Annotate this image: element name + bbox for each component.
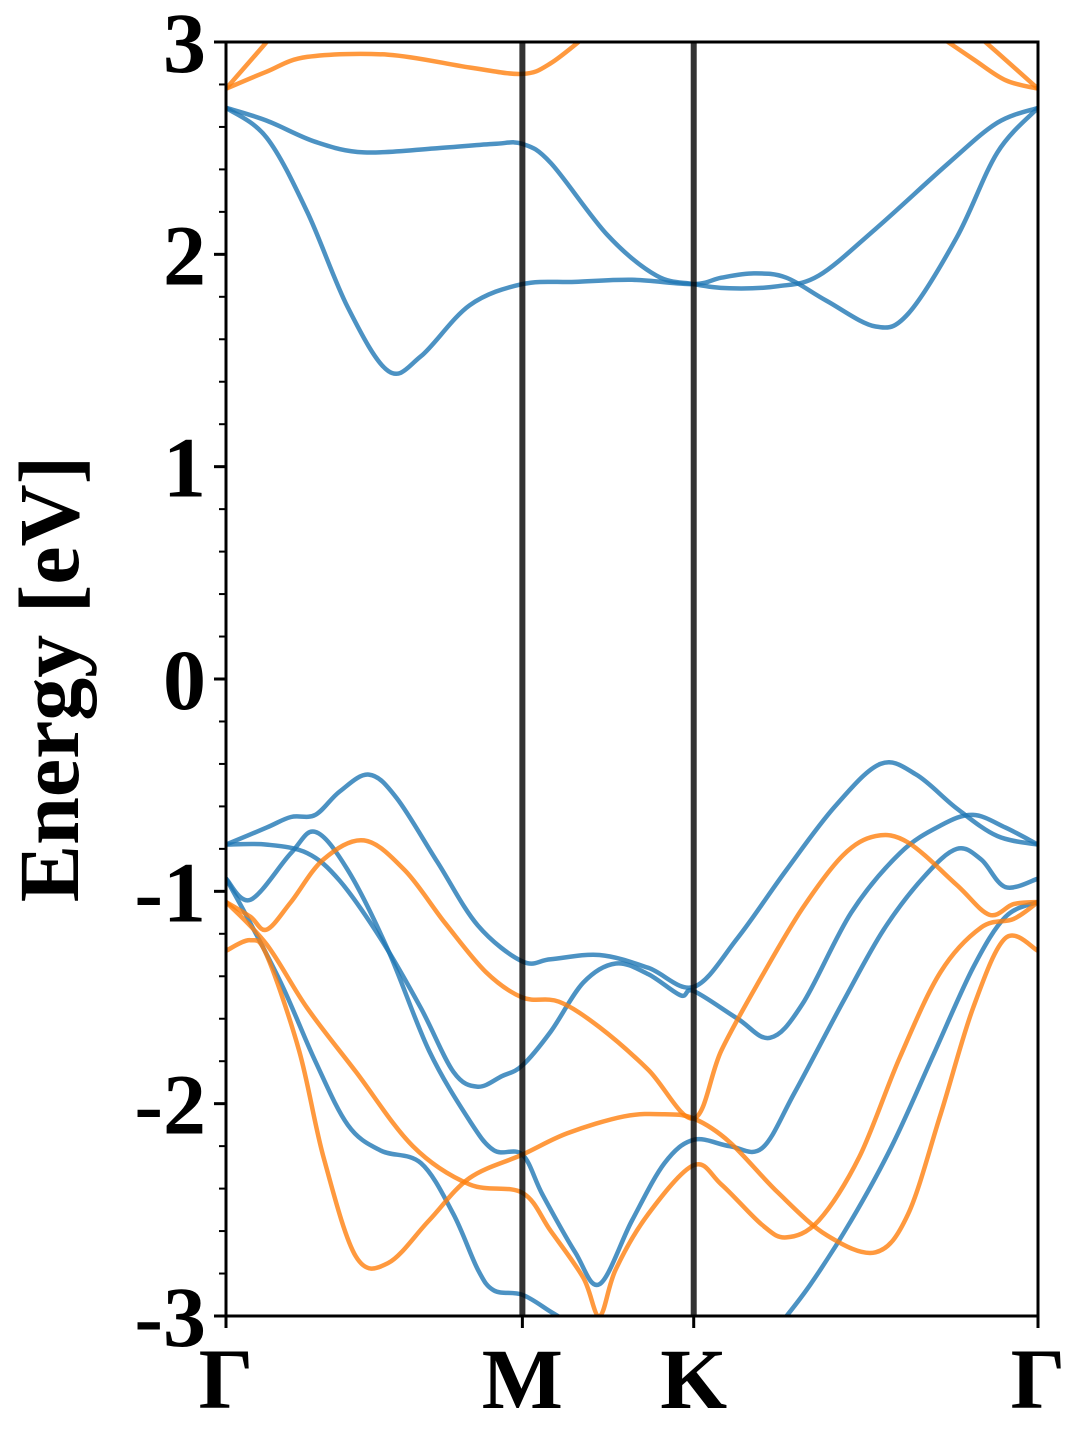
band-line-blue-4 (226, 812, 1038, 1089)
band-line-orange-10 (981, 42, 1038, 91)
x-tick-label: M (482, 1331, 563, 1427)
band-line-orange-13 (226, 899, 1038, 1316)
band-line-blue-5 (226, 829, 1038, 1288)
band-series-layer (226, 42, 1038, 1316)
band-line-blue-1 (226, 105, 1038, 291)
y-tick-label: -2 (134, 1057, 206, 1153)
y-axis-title: Energy [eV] (1, 456, 97, 903)
x-tick-label: K (660, 1331, 727, 1427)
y-tick-label: 0 (163, 632, 206, 728)
band-line-blue-3 (226, 760, 1038, 990)
axis-ticks: -3 -2 -1 0 1 2 3 Γ M K Γ (134, 0, 1065, 1427)
y-tick-label: 2 (163, 207, 206, 303)
y-tick-label: 3 (163, 0, 206, 91)
band-line-orange-12 (226, 832, 1038, 1121)
x-tick-label: Γ (199, 1331, 254, 1427)
band-line-orange-8 (226, 42, 583, 91)
band-line-orange-14 (226, 933, 1038, 1271)
x-tick-label: Γ (1011, 1331, 1066, 1427)
band-line-blue-2 (226, 105, 1038, 377)
band-line-orange-9 (226, 42, 270, 91)
band-line-blue-7 (783, 899, 1038, 1316)
y-tick-label: 1 (163, 420, 206, 516)
band-line-orange-11 (943, 42, 1038, 91)
high-symmetry-lines (519, 42, 697, 1316)
y-tick-label: -3 (134, 1269, 206, 1365)
y-tick-label: -1 (134, 844, 206, 940)
